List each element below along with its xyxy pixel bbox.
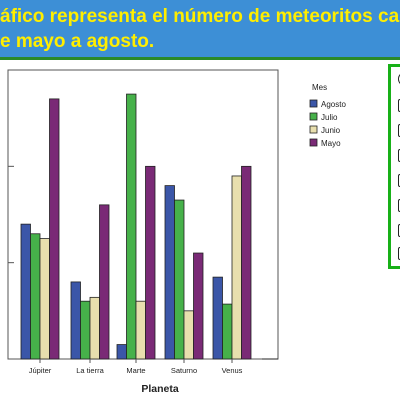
legend-title: Mes <box>312 83 327 92</box>
x-tick-label: Venus <box>222 366 243 375</box>
bar-julio <box>80 300 91 360</box>
x-tick-label: Saturno <box>171 366 197 375</box>
answer-option-checkbox[interactable] <box>398 99 400 112</box>
bar-junio <box>135 300 146 360</box>
legend-label: Julio <box>321 113 338 122</box>
answer-panel <box>388 64 400 269</box>
banner-divider <box>0 57 400 60</box>
bar-agosto <box>70 281 81 360</box>
chart-area: Júpiter La tierra Marte Saturno Venus Planeta… <box>0 60 385 400</box>
bar-julio <box>126 93 137 360</box>
bar-junio <box>89 296 100 360</box>
bar-mayo <box>49 98 60 360</box>
answer-option-checkbox[interactable] <box>398 199 400 212</box>
x-axis-label: Planeta <box>141 383 179 395</box>
bar-mayo <box>193 252 204 360</box>
legend-label: Junio <box>321 126 341 135</box>
bar-junio <box>183 310 194 360</box>
bar-chart: Júpiter La tierra Marte Saturno Venus Planeta… <box>7 69 346 395</box>
answer-option-checkbox[interactable] <box>398 174 400 187</box>
x-tick-label: Marte <box>126 366 145 375</box>
x-tick-label: La tierra <box>76 366 104 375</box>
x-tick-label: Júpiter <box>29 366 52 375</box>
answer-option-checkbox[interactable] <box>398 247 400 260</box>
legend-label: Agosto <box>321 100 346 109</box>
legend-swatch <box>309 125 318 134</box>
bar-agosto <box>20 223 31 360</box>
legend-swatch <box>309 99 318 108</box>
bar-mayo <box>241 165 252 360</box>
bar-mayo <box>145 165 156 360</box>
bar-agosto <box>212 276 223 360</box>
bar-julio <box>222 303 233 360</box>
question-text-line-1: áfico representa el número de meteoritos… <box>0 6 400 27</box>
bar-agosto <box>164 185 175 360</box>
question-banner: áfico representa el número de meteoritos… <box>0 0 400 57</box>
legend-swatch <box>309 112 318 121</box>
bar-agosto <box>116 344 127 360</box>
answer-option-checkbox[interactable] <box>398 124 400 137</box>
legend-label: Mayo <box>321 139 341 148</box>
bar-junio <box>231 175 242 360</box>
bar-julio <box>174 199 185 360</box>
legend-swatch <box>309 138 318 147</box>
bar-julio <box>30 233 41 360</box>
bar-junio <box>39 238 50 360</box>
bar-mayo <box>99 204 110 360</box>
question-text-line-2: e mayo a agosto. <box>0 31 155 52</box>
answer-option-checkbox[interactable] <box>398 224 400 237</box>
answer-option-checkbox[interactable] <box>398 149 400 162</box>
